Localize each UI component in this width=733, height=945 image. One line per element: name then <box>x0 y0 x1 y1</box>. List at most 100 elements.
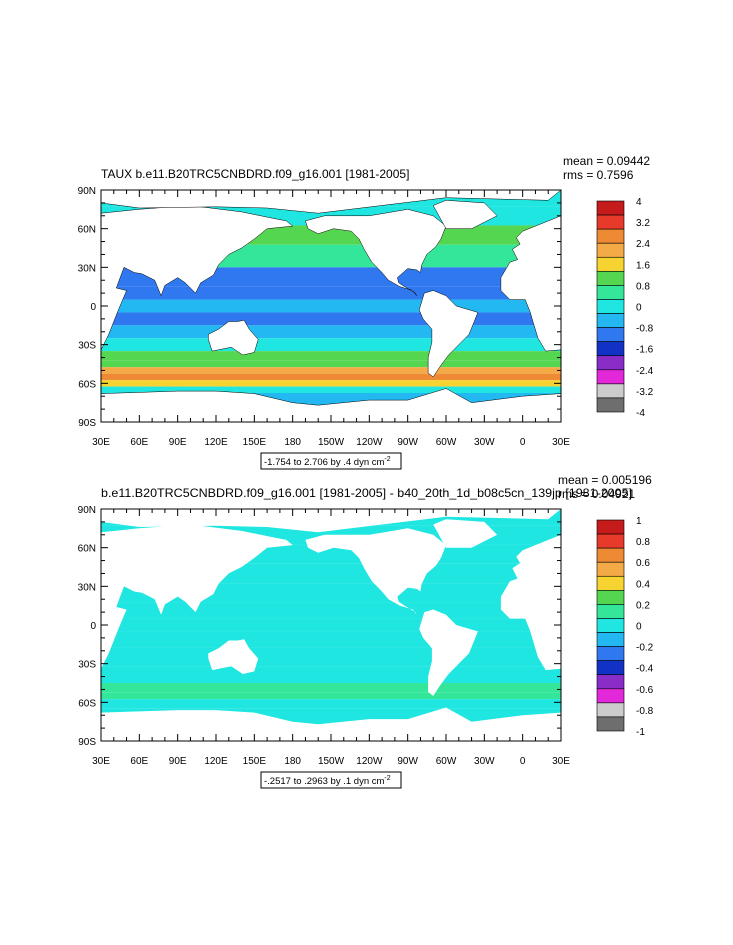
panel-2-rms: rms = 0.04921 <box>558 487 635 501</box>
legend-swatch <box>596 702 625 718</box>
legend-label: -0.4 <box>636 664 654 675</box>
x-tick-label: 120E <box>204 437 228 448</box>
y-tick-label: 30S <box>78 660 96 671</box>
legend-swatch <box>596 341 625 357</box>
x-tick-label: 30E <box>92 437 110 448</box>
field-band <box>101 312 561 326</box>
x-tick-label: 0 <box>520 756 526 767</box>
panel-1-info: -1.754 to 2.706 by .4 dyn cm-2 <box>264 456 391 468</box>
legend-swatch <box>596 299 625 314</box>
field-band <box>101 699 561 709</box>
panel-1-info-text: -1.754 to 2.706 by .4 dyn cm <box>264 457 384 468</box>
legend-swatch <box>596 369 625 385</box>
field-band <box>101 692 561 700</box>
legend-label: -0.2 <box>636 643 654 654</box>
legend-label: 0.6 <box>636 558 650 569</box>
legend-label: 0 <box>636 622 642 633</box>
panel-1: TAUX b.e11.B20TRC5CNBDRD.f09_g16.001 [19… <box>78 154 654 470</box>
legend-label: -0.8 <box>636 706 654 717</box>
y-tick-label: 60N <box>78 225 96 236</box>
panel-1-axes: 30E 60E 90E 120E 150E 180 150W 120W 90W 60W 30W 0 30… <box>78 186 571 448</box>
legend-swatch <box>596 575 625 591</box>
y-tick-label: 0 <box>90 621 96 632</box>
legend-label: 0.4 <box>636 579 650 590</box>
legend-label: 0.8 <box>636 537 650 548</box>
legend-swatch <box>596 242 625 258</box>
legend-swatch <box>596 632 625 647</box>
x-tick-label: 60E <box>130 437 148 448</box>
x-tick-label: 180 <box>284 437 301 448</box>
field-band <box>101 631 561 648</box>
legend-swatch <box>596 313 625 328</box>
legend-swatch <box>596 519 625 535</box>
legend-label: 0 <box>636 303 642 314</box>
legend-swatch <box>596 533 625 549</box>
panel-2-mean: mean = 0.005196 <box>558 473 652 487</box>
y-tick-label: 30N <box>78 582 96 593</box>
x-tick-label: 30E <box>552 756 570 767</box>
field-band <box>101 367 561 374</box>
x-tick-label: 90W <box>397 756 418 767</box>
field-band <box>101 351 561 361</box>
legend-label: 4 <box>636 197 642 208</box>
legend-label: -1.6 <box>636 345 654 356</box>
legend-swatch <box>596 256 625 272</box>
field-band <box>101 267 561 287</box>
legend-label: 1.6 <box>636 260 650 271</box>
field-band <box>101 299 561 313</box>
legend-swatch <box>596 547 625 563</box>
legend-swatch <box>596 355 625 371</box>
land-mask <box>101 205 294 350</box>
x-tick-label: 60W <box>436 437 457 448</box>
legend-swatch <box>596 618 625 633</box>
legend-label: 1 <box>636 516 642 527</box>
legend-swatch <box>596 271 625 286</box>
panel-1-mean: mean = 0.09442 <box>563 154 650 168</box>
land-mask <box>500 534 561 671</box>
x-tick-label: 60E <box>130 756 148 767</box>
field-band <box>101 373 561 381</box>
land-mask <box>305 528 446 615</box>
legend-label: -1 <box>636 727 645 738</box>
x-tick-label: 180 <box>284 756 301 767</box>
land-mask <box>208 319 259 356</box>
legend-swatch <box>596 214 625 230</box>
field-band <box>101 647 561 667</box>
panel-2-legend: 1 0.8 0.6 0.4 0.2 0 -0.2 -0.4 -0.6 -0.8 -1 <box>596 516 654 738</box>
panel-1-info-sup: -2 <box>384 456 390 463</box>
land-mask <box>101 707 561 741</box>
legend-label: 2.4 <box>636 239 650 250</box>
panel-1-info-box <box>260 452 402 470</box>
legend-swatch <box>596 660 625 676</box>
y-tick-label: 90S <box>78 737 96 748</box>
panel-2-info-sup: -2 <box>384 775 390 782</box>
legend-label: -4 <box>636 408 645 419</box>
land-mask <box>433 519 498 548</box>
x-tick-label: 0 <box>520 437 526 448</box>
panel-2-title: b.e11.B20TRC5CNBDRD.f09_g16.001 [1981-20… <box>101 486 632 500</box>
legend-swatch <box>596 285 625 300</box>
legend-label: -2.4 <box>636 366 654 377</box>
legend-swatch <box>596 228 625 244</box>
field-band <box>101 618 561 632</box>
land-mask <box>418 290 479 378</box>
field-band <box>101 338 561 352</box>
y-tick-label: 30S <box>78 341 96 352</box>
x-tick-label: 120W <box>356 437 383 448</box>
field-band <box>101 360 561 368</box>
field-band <box>101 666 561 683</box>
x-tick-label: 90E <box>169 437 187 448</box>
field-band <box>101 286 561 300</box>
x-tick-label: 150W <box>318 437 345 448</box>
x-tick-label: 150E <box>243 756 267 767</box>
panel-1-rms: rms = 0.7596 <box>563 168 634 182</box>
x-tick-label: 90W <box>397 437 418 448</box>
x-tick-label: 120E <box>204 756 228 767</box>
legend-swatch <box>596 200 625 216</box>
field-band <box>101 380 561 387</box>
y-tick-label: 60S <box>78 698 96 709</box>
legend-swatch <box>596 674 625 690</box>
legend-label: 0.8 <box>636 281 650 292</box>
legend-label: 3.2 <box>636 218 650 229</box>
